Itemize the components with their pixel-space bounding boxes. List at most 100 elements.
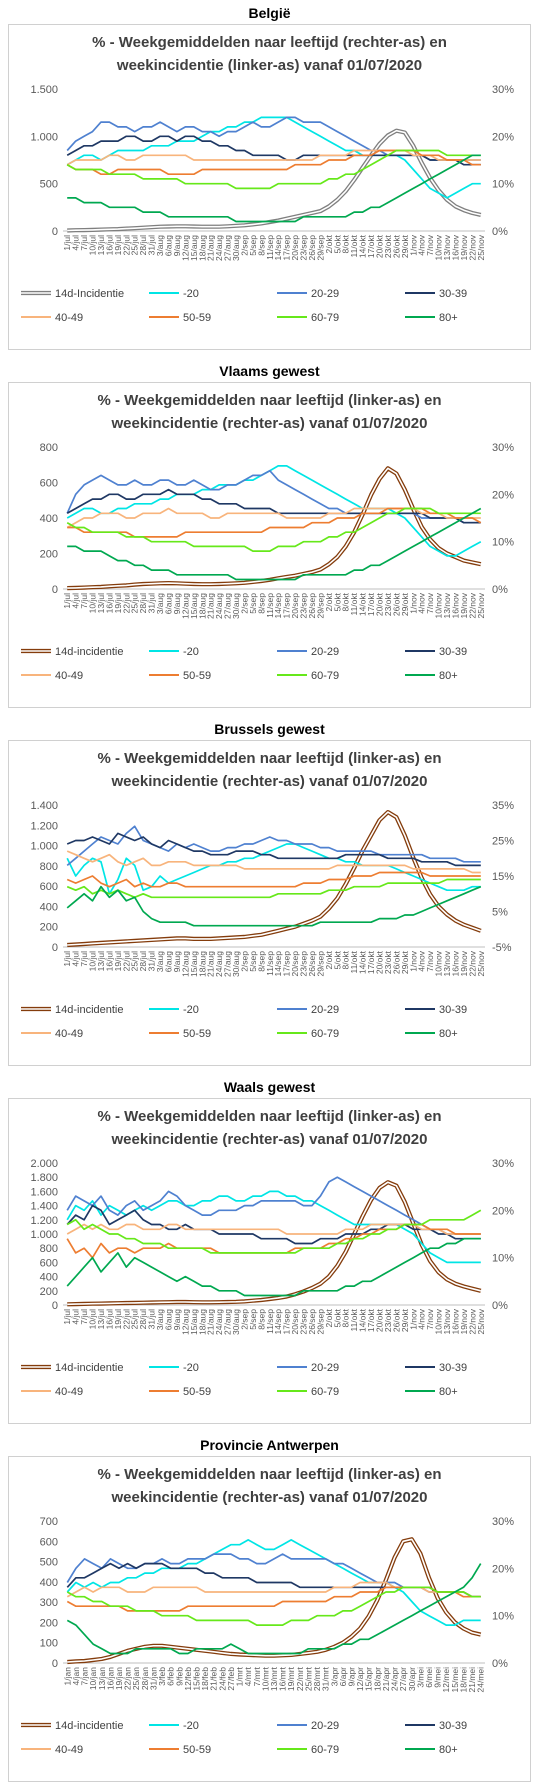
x-tick-label: 22/jul — [121, 951, 131, 971]
x-tick-label: 10/jul — [88, 1309, 98, 1329]
y2-tick-label: 10% — [492, 537, 514, 549]
x-tick-label: 12/aug — [180, 593, 190, 619]
x-tick-label: 13/jul — [96, 951, 106, 971]
y-tick-label: 400 — [40, 513, 58, 525]
chart-heading: België — [248, 5, 291, 21]
x-tick-label: 16/nov — [450, 950, 460, 976]
y2-tick-label: 5% — [492, 907, 508, 919]
legend-label: 80+ — [439, 1386, 458, 1398]
legend-label: -20 — [183, 646, 199, 658]
legend-label: 30-39 — [439, 1720, 467, 1732]
x-tick-label: 23/sep — [299, 1309, 309, 1335]
y-tick-label: 100 — [40, 1638, 58, 1650]
x-tick-label: 4/nov — [417, 1308, 427, 1330]
x-tick-label: 13/nov — [442, 950, 452, 976]
x-tick-label: 8/okt — [341, 1308, 351, 1327]
x-tick-label: 25/nov — [476, 1308, 486, 1334]
x-tick-label: 4/nov — [417, 234, 427, 256]
legend-label: 80+ — [439, 670, 458, 682]
y-tick-label: 800 — [40, 861, 58, 873]
y-tick-label: 800 — [40, 442, 58, 454]
legend-label: 30-39 — [439, 1004, 467, 1016]
x-tick-label: 3/aug — [155, 235, 165, 257]
x-tick-label: 30/aug — [231, 593, 241, 619]
chart-box: % - Weekgemiddelden naar leeftijd (recht… — [8, 24, 531, 350]
x-tick-label: 18/aug — [197, 951, 207, 977]
x-tick-label: 10/nov — [434, 234, 444, 260]
series-line — [66, 507, 481, 552]
x-tick-label: 14/sep — [273, 235, 283, 261]
x-tick-label: 16/mrt — [278, 1666, 288, 1691]
series-line — [66, 1176, 481, 1235]
x-tick-label: 21/aug — [206, 593, 216, 619]
x-tick-label: 17/okt — [366, 592, 376, 616]
chart-heading: Waals gewest — [223, 1079, 316, 1095]
x-tick-label: 17/okt — [366, 950, 376, 974]
x-tick-label: 25/jul — [130, 593, 140, 613]
x-tick-label: 1/nov — [408, 592, 418, 614]
x-tick-label: 14/okt — [358, 950, 368, 974]
x-tick-label: 1/nov — [408, 950, 418, 972]
series-line — [66, 149, 481, 190]
x-tick-label: 5/okt — [332, 1308, 342, 1327]
x-tick-label: 23/okt — [383, 592, 393, 616]
legend-label: 30-39 — [439, 1362, 467, 1374]
x-tick-label: 6/aug — [164, 951, 174, 973]
x-tick-label: 22/nov — [467, 234, 477, 260]
x-tick-label: 29/sep — [315, 1309, 325, 1335]
x-tick-label: 22/jan — [123, 1667, 133, 1690]
x-tick-label: 17/sep — [282, 1309, 292, 1335]
legend-label: 40-49 — [55, 1386, 83, 1398]
y-tick-label: 0 — [52, 942, 58, 954]
x-tick-label: 28/mrt — [312, 1666, 322, 1691]
x-tick-label: 7/nov — [425, 1308, 435, 1330]
y2-tick-label: 0% — [492, 1658, 508, 1670]
x-tick-label: 13/jul — [96, 235, 106, 255]
x-tick-label: 13/nov — [442, 592, 452, 618]
x-tick-label: 6/aug — [164, 593, 174, 615]
x-tick-label: 2/okt — [324, 1308, 334, 1327]
x-tick-label: 25/jul — [130, 951, 140, 971]
y-tick-label: 1.000 — [30, 1229, 58, 1241]
legend-label: 20-29 — [311, 1362, 339, 1374]
x-tick-label: 14/okt — [358, 234, 368, 258]
x-tick-label: 17/sep — [282, 593, 292, 619]
series-line — [66, 1237, 481, 1297]
x-tick-label: 17/okt — [366, 1308, 376, 1332]
legend-label: 50-59 — [183, 670, 211, 682]
x-tick-label: 11/sep — [265, 235, 275, 260]
x-tick-label: 19/nov — [459, 234, 469, 260]
series-line — [66, 488, 481, 524]
legend-label: 40-49 — [55, 312, 83, 324]
chart-panel: Provincie Antwerpen % - Weekgemiddelden n… — [0, 1432, 539, 1790]
x-tick-label: 15/feb — [191, 1667, 201, 1691]
x-tick-label: 28/jan — [140, 1667, 150, 1690]
x-tick-label: 31/jul — [147, 1309, 157, 1329]
x-tick-label: 22/nov — [467, 950, 477, 976]
x-tick-label: 29/sep — [315, 235, 325, 261]
x-tick-label: 2/sep — [239, 593, 249, 614]
series-line — [66, 469, 481, 524]
x-tick-label: 23/okt — [383, 1308, 393, 1332]
x-tick-label: 29/sep — [315, 593, 325, 619]
x-tick-label: 29/sep — [315, 951, 325, 977]
x-tick-label: 4/nov — [417, 950, 427, 972]
x-tick-label: 13/mrt — [269, 1666, 279, 1691]
series-line — [67, 507, 482, 581]
y2-tick-label: 10% — [492, 1611, 514, 1623]
x-tick-label: 23/okt — [383, 234, 393, 258]
y-tick-label: 400 — [40, 1577, 58, 1589]
chart-panel: België % - Weekgemiddelden naar leeftijd … — [0, 0, 539, 358]
y-tick-label: 300 — [40, 1597, 58, 1609]
y2-tick-label: 30% — [492, 1516, 514, 1528]
x-tick-label: 16/jul — [104, 951, 114, 971]
x-tick-label: 27/feb — [226, 1667, 236, 1691]
x-tick-label: 18/aug — [197, 235, 207, 261]
x-tick-label: 8/okt — [341, 592, 351, 611]
y2-tick-label: 10% — [492, 1253, 514, 1265]
x-tick-label: 23/sep — [299, 593, 309, 619]
x-tick-label: 25/jan — [131, 1667, 141, 1690]
series-line — [66, 1553, 481, 1598]
chart-box: % - Weekgemiddelden naar leeftijd (linke… — [8, 1098, 531, 1424]
